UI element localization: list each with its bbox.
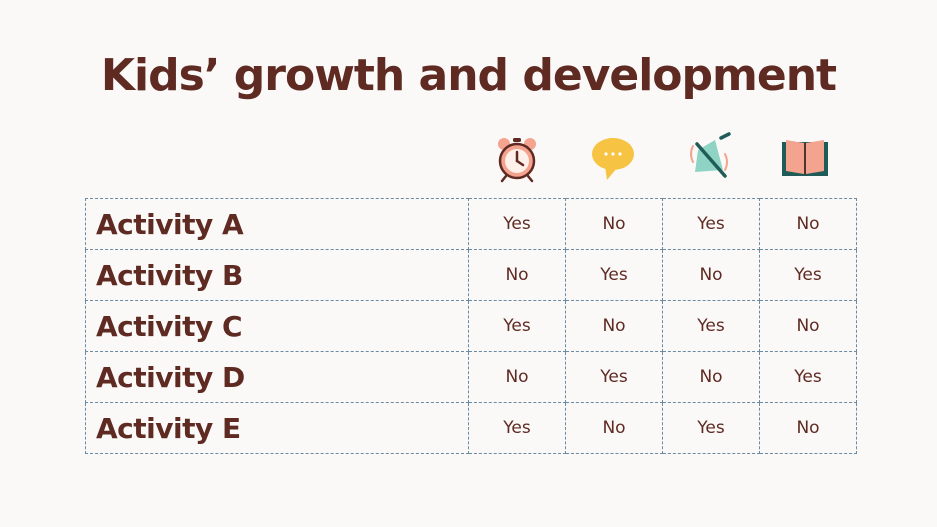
table-cell: Yes [565, 249, 663, 301]
table-cell: Yes [468, 300, 566, 352]
open-book-icon [757, 130, 853, 186]
table-cell: Yes [662, 402, 760, 454]
table-cell: No [759, 402, 857, 454]
table-cell: Yes [759, 351, 857, 403]
table-row: Activity A Yes No Yes No [85, 198, 857, 250]
row-label: Activity A [85, 198, 469, 250]
row-label: Activity E [85, 402, 469, 454]
table-cell: Yes [759, 249, 857, 301]
table-row: Activity C Yes No Yes No [85, 300, 857, 352]
table-row: Activity D No Yes No Yes [85, 351, 857, 403]
row-label: Activity D [85, 351, 469, 403]
muted-bell-icon [661, 130, 757, 186]
table-cell: No [565, 198, 663, 250]
table-cell: No [662, 249, 760, 301]
alarm-clock-icon [469, 130, 565, 186]
table-cell: No [759, 300, 857, 352]
table-cell: Yes [662, 198, 760, 250]
table-cell: No [662, 351, 760, 403]
activity-table: Activity A Yes No Yes No Activity B No Y… [85, 198, 857, 454]
table-cell: No [468, 249, 566, 301]
table-row: Activity E Yes No Yes No [85, 402, 857, 454]
row-label: Activity C [85, 300, 469, 352]
table-cell: Yes [468, 198, 566, 250]
column-icons [469, 130, 853, 186]
table-cell: No [759, 198, 857, 250]
table-cell: No [468, 351, 566, 403]
table-cell: Yes [662, 300, 760, 352]
table-cell: No [565, 300, 663, 352]
table-row: Activity B No Yes No Yes [85, 249, 857, 301]
speech-bubble-icon [565, 130, 661, 186]
table-cell: No [565, 402, 663, 454]
table-cell: Yes [565, 351, 663, 403]
row-label: Activity B [85, 249, 469, 301]
table-cell: Yes [468, 402, 566, 454]
page-title: Kids’ growth and development [100, 50, 837, 101]
